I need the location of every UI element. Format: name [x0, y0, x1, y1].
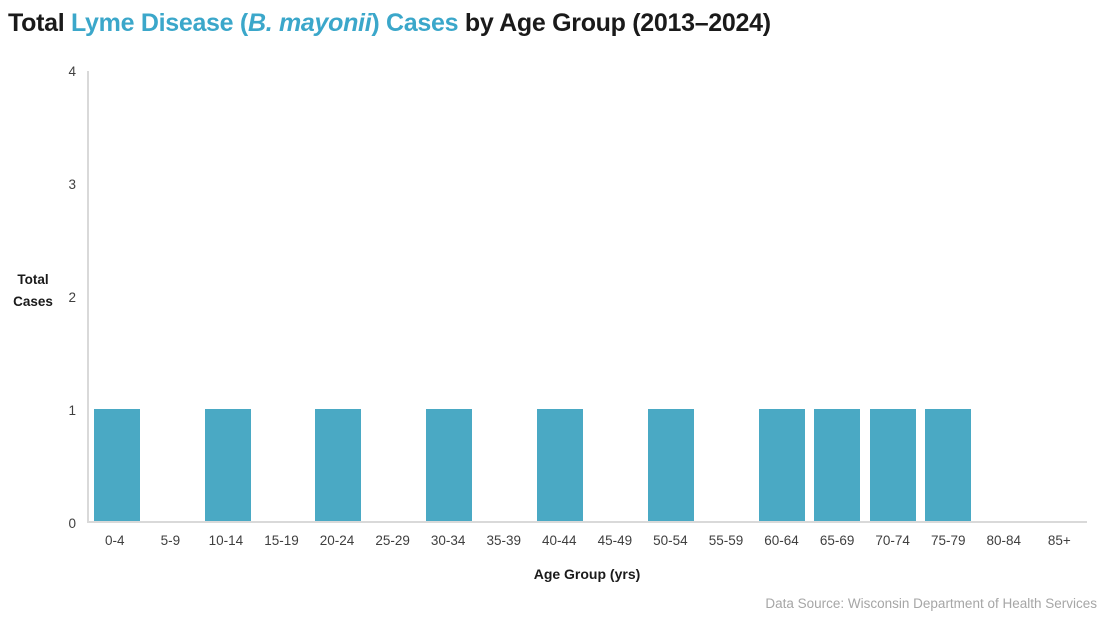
x-tick-label-45-49: 45-49	[597, 533, 633, 548]
bar-slot-85+	[1031, 71, 1086, 521]
bar-10-14	[204, 408, 251, 521]
y-tick-label-4: 4	[68, 63, 76, 79]
x-tick-label-70-74: 70-74	[875, 533, 910, 548]
title-highlight-open: Lyme Disease (	[71, 9, 248, 37]
bar-slot-35-39	[477, 71, 532, 521]
x-tick-label-20-24: 20-24	[319, 533, 355, 548]
x-tick-label-30-34: 30-34	[430, 533, 466, 548]
bar-70-74	[869, 408, 916, 521]
y-tick-label-0: 0	[68, 515, 76, 531]
x-axis-title: Age Group (yrs)	[533, 566, 641, 582]
x-tick-label-75-79: 75-79	[930, 533, 966, 548]
bar-slot-25-29	[366, 71, 421, 521]
data-source-note: Data Source: Wisconsin Department of Hea…	[765, 596, 1097, 611]
bar-slot-0-4	[89, 71, 144, 521]
x-tick-label-55-59: 55-59	[708, 533, 744, 548]
bar-slot-75-79	[921, 71, 976, 521]
x-tick-label-80-84: 80-84	[986, 533, 1022, 548]
bar-40-44	[537, 408, 584, 521]
plot-slots	[89, 71, 1087, 521]
x-tick-label-35-39: 35-39	[486, 533, 521, 548]
bar-slot-15-19	[255, 71, 310, 521]
bar-60-64	[758, 408, 805, 521]
title-highlight-close: ) Cases	[371, 9, 459, 37]
title-highlight: Lyme Disease (B. mayonii) Cases	[71, 9, 458, 37]
bar-slot-50-54	[643, 71, 698, 521]
x-tick-label-5-9: 5-9	[160, 533, 181, 548]
y-tick-label-3: 3	[68, 176, 76, 192]
y-axis-title: Total Cases	[13, 272, 53, 309]
bar-75-79	[925, 408, 972, 521]
bar-slot-40-44	[533, 71, 588, 521]
bar-slot-60-64	[754, 71, 809, 521]
x-axis-ticks: 0-4 5-9 10-14 15-19 20-24 25-29 30-34 35-39 40-4…	[87, 533, 1087, 548]
x-tick-label-60-64: 60-64	[764, 533, 799, 548]
bar-slot-80-84	[976, 71, 1031, 521]
bar-slot-45-49	[588, 71, 643, 521]
x-tick-label-40-44: 40-44	[542, 533, 577, 548]
bar-slot-55-59	[699, 71, 754, 521]
bar-slot-65-69	[810, 71, 865, 521]
plot-area	[87, 71, 1087, 523]
y-tick-label-1: 1	[68, 402, 76, 418]
bar-slot-20-24	[311, 71, 366, 521]
title-highlight-italic: B. mayonii	[247, 9, 372, 37]
bar-slot-70-74	[865, 71, 920, 521]
x-tick-label-85+: 85+	[1047, 533, 1071, 548]
x-tick-label-25-29: 25-29	[375, 533, 410, 548]
x-tick-label-0-4: 0-4	[105, 533, 125, 548]
title-suffix: by Age Group (2013–2024)	[458, 9, 771, 37]
y-tick-label-2: 2	[68, 289, 76, 305]
title-prefix: Total	[8, 9, 72, 37]
bar-50-54	[648, 408, 695, 521]
bar-30-34	[426, 408, 473, 521]
chart-title: Total Lyme Disease (B. mayonii) Cases by…	[8, 9, 771, 38]
bar-20-24	[315, 408, 362, 521]
x-tick-label-65-69: 65-69	[819, 533, 855, 548]
x-tick-label-15-19: 15-19	[264, 533, 299, 548]
x-tick-label-10-14: 10-14	[208, 533, 244, 548]
x-tick-label-50-54: 50-54	[653, 533, 688, 548]
bar-slot-30-34	[422, 71, 477, 521]
bar-slot-10-14	[200, 71, 255, 521]
bar-65-69	[814, 408, 861, 521]
y-axis-ticks: 0 1 2 3 4	[0, 64, 76, 529]
bar-slot-5-9	[144, 71, 199, 521]
bar-0-4	[93, 408, 140, 521]
